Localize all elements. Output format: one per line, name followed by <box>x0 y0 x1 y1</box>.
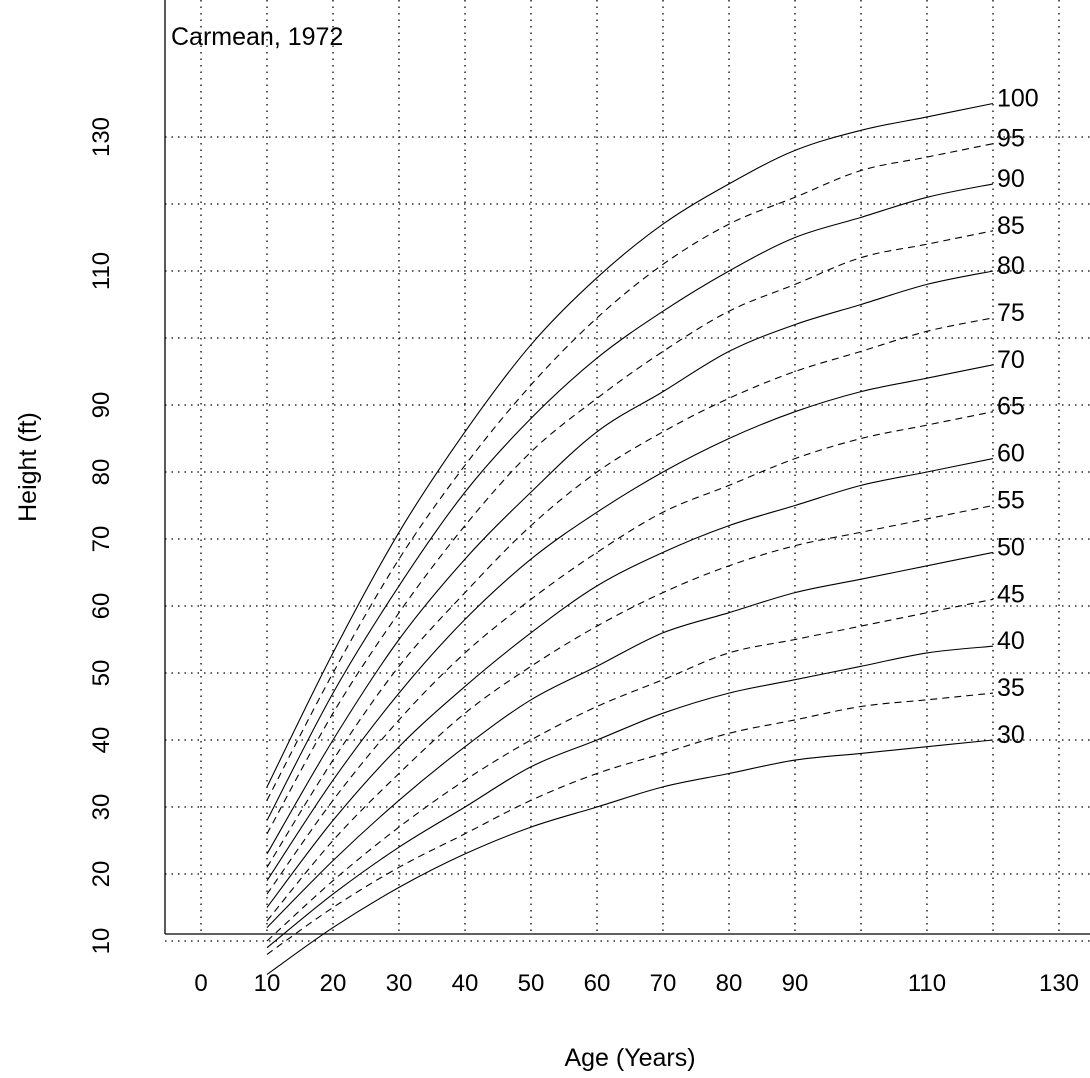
x-tick-label: 80 <box>716 970 743 997</box>
y-tick-label: 90 <box>88 392 115 419</box>
y-tick-label: 40 <box>88 727 115 754</box>
curve-label-80: 80 <box>997 252 1025 280</box>
grid <box>165 0 1090 942</box>
x-axis-label: Age (Years) <box>564 1044 695 1072</box>
curve-label-65: 65 <box>997 393 1025 421</box>
y-tick-label: 50 <box>88 660 115 687</box>
chart-title: Carmean, 1972 <box>171 23 343 51</box>
y-tick-label: 20 <box>88 861 115 888</box>
site-index-curve-45 <box>266 598 994 942</box>
y-tick-label: 110 <box>88 252 115 290</box>
curve-label-85: 85 <box>997 212 1025 240</box>
curves <box>266 102 994 975</box>
x-tick-label: 40 <box>452 970 479 997</box>
curve-label-45: 45 <box>997 580 1025 608</box>
curve-label-30: 30 <box>997 721 1025 749</box>
x-tick-label: 30 <box>386 970 413 997</box>
site-index-curve-85 <box>266 230 994 835</box>
curve-label-60: 60 <box>997 440 1025 468</box>
curve-label-40: 40 <box>997 627 1025 655</box>
curve-label-35: 35 <box>997 674 1025 702</box>
curve-label-95: 95 <box>997 125 1025 153</box>
x-tick-label: 60 <box>584 970 611 997</box>
site-index-curve-90 <box>266 183 994 821</box>
site-index-curve-80 <box>266 270 994 855</box>
curve-label-55: 55 <box>997 487 1025 515</box>
site-index-curve-100 <box>266 102 994 788</box>
x-tick-label: 70 <box>650 970 677 997</box>
site-index-curve-35 <box>266 692 994 955</box>
x-tick-label: 0 <box>194 970 207 997</box>
y-tick-label: 10 <box>88 928 115 955</box>
x-tick-label: 110 <box>908 970 946 997</box>
curve-label-50: 50 <box>997 533 1025 561</box>
y-tick-label: 60 <box>88 593 115 620</box>
site-index-curve-65 <box>266 411 994 895</box>
x-tick-label: 50 <box>518 970 545 997</box>
site-index-curve-95 <box>266 143 994 801</box>
site-index-curve-55 <box>266 504 994 922</box>
y-tick-label: 70 <box>88 526 115 553</box>
y-tick-label: 130 <box>88 117 115 157</box>
curve-label-70: 70 <box>997 346 1025 374</box>
site-index-curve-30 <box>266 739 994 975</box>
curve-label-100: 100 <box>997 85 1039 113</box>
x-tick-label: 20 <box>320 970 347 997</box>
y-axis-ticks: 10 20 30 40 50 60 70 80 90 110 130 <box>88 117 115 954</box>
x-tick-label: 130 <box>1039 970 1079 997</box>
y-tick-label: 30 <box>88 794 115 821</box>
curve-label-75: 75 <box>997 299 1025 327</box>
y-tick-label: 80 <box>88 459 115 486</box>
y-axis-label: Height (ft) <box>14 412 42 522</box>
site-index-curve-50 <box>266 551 994 928</box>
site-index-curve-75 <box>266 317 994 868</box>
x-axis-ticks: 0 10 20 30 40 50 60 70 80 90 110 130 <box>194 970 1079 997</box>
site-index-curve-60 <box>266 458 994 908</box>
curve-labels: 100 95 90 85 80 75 70 65 60 55 50 45 40 35 30 <box>997 85 1039 750</box>
x-tick-label: 10 <box>254 970 281 997</box>
site-index-curve-40 <box>266 645 994 949</box>
x-tick-label: 90 <box>782 970 809 997</box>
curve-label-90: 90 <box>997 165 1025 193</box>
site-index-curve-70 <box>266 364 994 882</box>
